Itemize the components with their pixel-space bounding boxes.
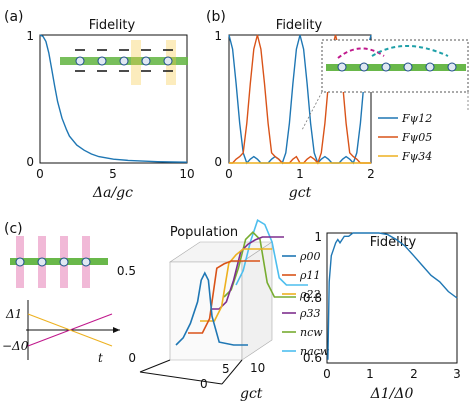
- series-line-0: [39, 34, 188, 163]
- population-curve-2: [200, 248, 272, 322]
- chart-b-ytick-1: 1: [214, 29, 222, 43]
- population-curve-0: [175, 271, 248, 346]
- population-curve-3: [212, 236, 284, 310]
- chart-b-plot: [228, 34, 372, 165]
- coupled-ring-inset-icon: [321, 39, 469, 93]
- chart-a-frame: [39, 34, 188, 164]
- legend-label-1: Fψ05: [401, 131, 432, 144]
- legend-label-pop-4: ncw: [300, 326, 323, 339]
- chart-a-xtick-2: 10: [179, 167, 194, 181]
- chart-c1-title: Population: [170, 225, 238, 240]
- chart-b-legend: Fψ12 Fψ05 Fψ34: [378, 112, 432, 163]
- chart-c2-xtick-2: 2: [410, 367, 418, 381]
- legend-label-pop-2: ρ22: [299, 288, 320, 301]
- chart-c2-plot: [327, 232, 458, 360]
- panel-label-a: (a): [4, 9, 24, 25]
- population-curve-5: [235, 219, 308, 286]
- population-curve-1: [188, 260, 260, 334]
- chart-a-xlabel: Δa/gc: [92, 185, 133, 201]
- delta1-label: Δ1: [5, 307, 22, 321]
- chart-c1-xtick-1: 5: [222, 362, 230, 376]
- chart-c1-xtick-0: 0: [200, 377, 208, 391]
- chart-c1-plot: [175, 219, 308, 346]
- arrow-icon: [113, 327, 120, 333]
- chart-c2-frame: [326, 232, 458, 364]
- series-line-Fψ12: [228, 34, 372, 165]
- legend-label-pop-3: ρ33: [299, 307, 320, 320]
- chart-b-ytick-0: 0: [214, 155, 222, 169]
- chart-c2-xtick-0: 0: [323, 367, 331, 381]
- chart-b-xtick-1: 1: [296, 167, 304, 181]
- chart-a-title: Fidelity: [89, 18, 136, 33]
- chart-c1-ztick-0: 0: [128, 351, 136, 365]
- inset-connector-line: [301, 91, 469, 131]
- chart-c1-xtick-2: 10: [250, 361, 265, 375]
- legend-label-pop-5: nacw: [300, 345, 330, 358]
- chart-c1-3d-box: [139, 241, 273, 385]
- laser-beam-icon: [10, 236, 108, 288]
- chart-b-xtick-0: 0: [225, 167, 233, 181]
- chart-c2-ytick-0: 0.6: [303, 351, 322, 365]
- chart-a-xtick-1: 5: [109, 167, 117, 181]
- chart-b-xlabel: gct: [289, 185, 312, 201]
- chart-c2-ytick-1: 0.8: [303, 291, 322, 305]
- chart-c1-ztick-1: 0.5: [117, 264, 136, 278]
- chart-a-plot: [39, 34, 188, 163]
- chart-a-ytick-1: 1: [26, 29, 34, 43]
- chart-c2-ytick-2: 1: [314, 230, 322, 244]
- chart-b-xtick-2: 2: [367, 167, 375, 181]
- delta0-label: −Δ0: [2, 339, 29, 353]
- legend-label-2: Fψ34: [401, 150, 432, 163]
- panel-label-b: (b): [206, 9, 226, 25]
- chart-a-ytick-0: 0: [26, 155, 34, 169]
- chart-a-xtick-0: 0: [36, 167, 44, 181]
- chart-b-title: Fidelity: [276, 18, 323, 33]
- series-line-0: [327, 232, 458, 360]
- legend-label-pop-1: ρ11: [299, 269, 320, 282]
- waveguide-ring-array-icon: [60, 40, 188, 85]
- legend-label-pop-0: ρ00: [299, 250, 320, 263]
- chart-c1-xlabel: gct: [240, 386, 263, 402]
- chart-c2-xlabel: Δ1/Δ0: [370, 386, 414, 402]
- time-label: t: [98, 351, 103, 365]
- detuning-sweep-diagram: [26, 300, 120, 360]
- legend-label-0: Fψ12: [401, 112, 432, 125]
- chart-c2-xtick-1: 1: [366, 367, 374, 381]
- chart-c2-xtick-3: 3: [453, 367, 461, 381]
- population-curve-4: [223, 231, 296, 298]
- chart-c1-legend: ρ00 ρ11 ρ22 ρ33 ncw nacw: [282, 250, 330, 358]
- panel-label-c: (c): [4, 221, 23, 237]
